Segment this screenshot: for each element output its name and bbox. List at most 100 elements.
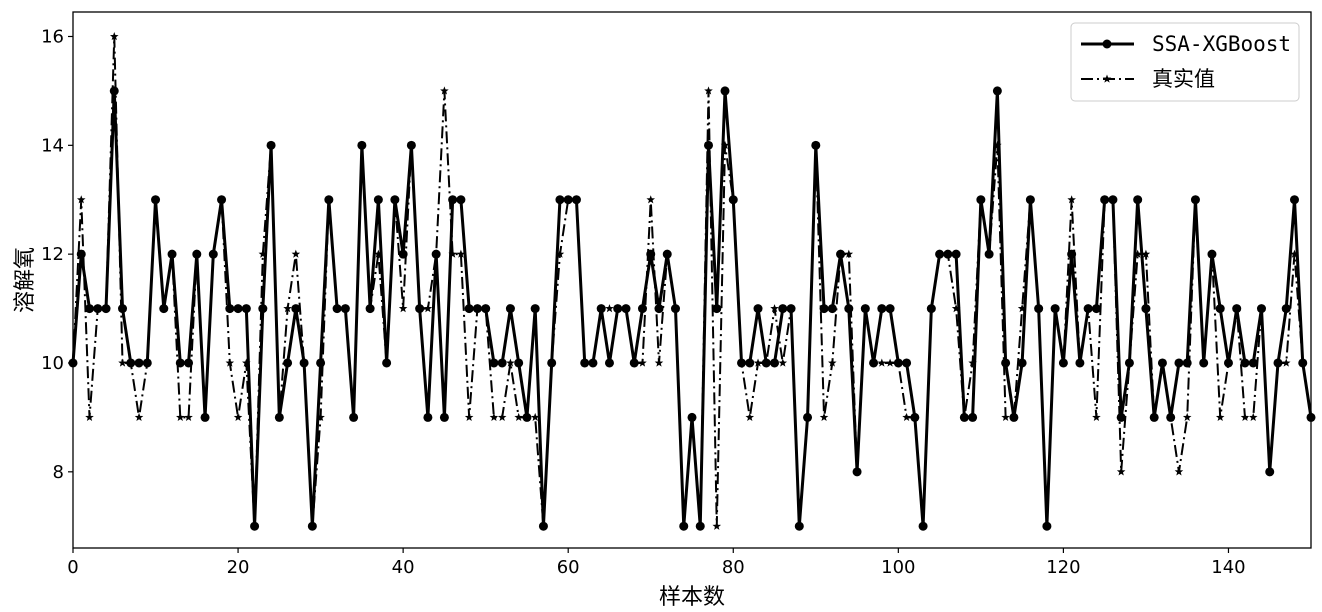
data-point: [514, 412, 523, 422]
y-axis: 8 10 12 14 16: [41, 26, 73, 483]
data-point: [844, 249, 854, 258]
data-point: [374, 249, 383, 258]
data-point: [547, 358, 557, 368]
data-point: [588, 358, 598, 368]
x-tick-label: 120: [1046, 557, 1080, 578]
data-point: [307, 521, 317, 531]
data-point: [885, 358, 895, 367]
data-point: [1108, 195, 1118, 205]
data-point: [670, 304, 680, 314]
x-tick-label: 140: [1211, 557, 1245, 578]
data-point: [811, 140, 821, 150]
data-point: [1256, 304, 1266, 314]
data-point: [580, 358, 590, 368]
data-point: [1149, 412, 1159, 422]
data-point: [604, 358, 614, 368]
data-point: [1067, 249, 1077, 259]
data-point: [324, 195, 334, 205]
data-point: [819, 412, 829, 422]
data-point: [398, 304, 408, 313]
data-point: [1207, 249, 1217, 259]
data-point: [291, 249, 301, 258]
data-point: [1182, 358, 1192, 368]
data-point: [208, 249, 218, 259]
data-point: [745, 358, 755, 368]
data-point: [1141, 304, 1151, 314]
data-point: [1050, 304, 1060, 314]
data-point: [497, 358, 507, 368]
data-point: [184, 358, 194, 368]
y-tick-label: 8: [53, 462, 64, 483]
data-point: [1017, 358, 1027, 368]
data-point: [472, 304, 482, 314]
data-point: [1265, 467, 1275, 477]
data-point: [926, 304, 936, 314]
data-point: [761, 358, 771, 368]
data-point: [464, 304, 474, 314]
data-point: [76, 249, 86, 259]
data-point: [1273, 358, 1283, 368]
x-axis: 0 20 40 60 80 100 120 140: [67, 548, 1246, 578]
data-point: [1034, 304, 1044, 314]
data-point: [1166, 412, 1176, 422]
y-axis-label: 溶解氧: [13, 247, 38, 313]
data-point: [134, 358, 144, 368]
data-point: [968, 358, 977, 367]
data-point: [332, 304, 342, 314]
data-point: [935, 249, 945, 259]
data-point: [1067, 195, 1076, 204]
data-point: [1083, 304, 1093, 314]
data-point: [1157, 358, 1167, 368]
series-layer: [68, 31, 1316, 531]
data-point: [448, 195, 458, 205]
data-point: [283, 304, 292, 313]
data-point: [836, 249, 846, 259]
data-point: [704, 140, 714, 150]
data-point: [621, 304, 631, 314]
data-point: [1240, 412, 1250, 422]
data-point: [316, 412, 325, 422]
data-point: [852, 467, 862, 477]
data-point: [1199, 358, 1209, 368]
data-point: [654, 304, 664, 314]
data-point: [844, 304, 854, 314]
data-point: [258, 304, 268, 314]
data-point: [440, 86, 449, 95]
data-point: [316, 358, 326, 368]
data-point: [159, 304, 169, 314]
data-point: [637, 304, 647, 314]
data-point: [1091, 304, 1101, 314]
data-point: [753, 304, 763, 314]
x-tick-label: 20: [227, 557, 250, 578]
data-point: [1133, 249, 1142, 258]
data-point: [555, 195, 565, 205]
data-point: [340, 304, 350, 314]
data-point: [406, 140, 416, 150]
data-point: [828, 358, 837, 367]
data-point: [1174, 467, 1184, 476]
data-point: [951, 249, 961, 259]
data-point: [266, 140, 276, 150]
data-point: [1001, 412, 1010, 422]
data-point: [291, 304, 301, 314]
data-point: [646, 249, 656, 259]
data-point: [794, 521, 804, 531]
data-point: [555, 249, 565, 258]
data-point: [1232, 304, 1242, 314]
x-tick-label: 0: [67, 557, 78, 578]
data-point: [258, 249, 268, 258]
data-point: [1182, 412, 1192, 422]
data-point: [274, 412, 284, 422]
data-point: [968, 412, 978, 422]
x-tick-label: 60: [557, 557, 580, 578]
data-point: [85, 412, 94, 422]
data-point: [1058, 358, 1068, 368]
data-point: [662, 249, 672, 259]
data-point: [1141, 249, 1151, 258]
data-point: [365, 304, 375, 314]
data-point: [481, 304, 491, 314]
data-point: [242, 358, 251, 367]
data-point: [770, 358, 780, 368]
data-point: [753, 358, 763, 367]
data-point: [770, 304, 779, 313]
